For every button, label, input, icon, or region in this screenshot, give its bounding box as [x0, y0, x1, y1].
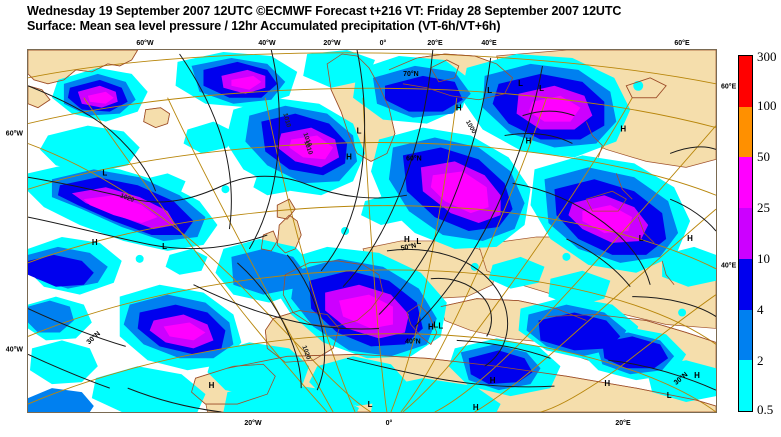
- pressure-centre-h: H: [92, 238, 98, 247]
- pressure-centre-h: H: [526, 136, 532, 145]
- title-block: Wednesday 19 September 2007 12UTC ©ECMWF…: [27, 4, 727, 34]
- forecast-title-line-2: Surface: Mean sea level pressure / 12hr …: [27, 19, 501, 33]
- colorbar-band-10: [739, 258, 752, 310]
- isobar-label: 1010: [301, 132, 313, 148]
- colorbar-band-300: [739, 56, 752, 107]
- axis-top-label: 60°W: [136, 40, 154, 47]
- axis-bottom-label: 20°E: [615, 420, 631, 427]
- pressure-centre-l: L: [102, 168, 107, 177]
- precip-band-25: [83, 75, 633, 341]
- axis-bottom-label: 20°W: [244, 420, 262, 427]
- colorbar-band-50: [739, 157, 752, 209]
- colorbar-tick-label: 50: [757, 149, 770, 164]
- axis-top-label: 60°E: [674, 40, 690, 47]
- colorbar-tick-label: 10: [757, 251, 770, 266]
- pressure-centre-group: H L L H H L L H L H L L H H L L H H L H: [92, 79, 700, 412]
- axis-right-label: 40°E: [721, 262, 737, 270]
- pressure-centre-l: L: [667, 391, 672, 400]
- pressure-centre-l: L: [639, 234, 644, 243]
- axis-top-label: 40°W: [258, 40, 276, 47]
- axis-left-label: 40°W: [5, 346, 23, 354]
- pressure-centre-l: L: [162, 242, 167, 251]
- isobar-label: 1010: [281, 112, 292, 128]
- colorbar-band-25: [739, 208, 752, 259]
- colorbar-tick-label: 4: [757, 302, 764, 317]
- graticule-label-70n: 70°N: [403, 70, 419, 78]
- pressure-centre-l: L: [368, 400, 373, 409]
- pressure-centre-h: H: [604, 379, 610, 388]
- colorbar-band-4: [739, 309, 752, 361]
- forecast-title-line-1: Wednesday 19 September 2007 12UTC ©ECMWF…: [27, 4, 622, 18]
- axis-top-label: 40°E: [481, 40, 497, 47]
- pressure-centre-h: H: [490, 376, 496, 385]
- pressure-centre-h: H: [346, 152, 352, 161]
- coastline-layer: [28, 50, 716, 407]
- precipitation-colorbar[interactable]: 300 100 50 25 10 4 2 0.5: [738, 49, 781, 417]
- isobar-layer: [28, 50, 716, 412]
- axis-left-label: 60°W: [5, 130, 23, 138]
- isobar-label: 1010: [302, 140, 314, 156]
- weather-map-panel[interactable]: 1020 1010 1010 1010 1020 1000 70°N 60°N …: [27, 49, 717, 413]
- pressure-centre-l: L: [487, 86, 492, 95]
- graticule-layer: [28, 52, 716, 412]
- colorbar-tick-label: 25: [757, 200, 770, 215]
- graticule-label-40n: 40°N: [405, 337, 421, 345]
- graticule-label-60n: 60°N: [406, 154, 422, 162]
- pressure-centre-l: L: [357, 127, 362, 136]
- pressure-centre-l: L: [539, 84, 544, 93]
- colorbar-tick-label: 100: [757, 98, 777, 113]
- colorbar-band-100: [739, 106, 752, 158]
- pressure-centre-h: H: [456, 104, 462, 113]
- pressure-centre-h: H: [473, 403, 479, 412]
- colorbar-strip: [738, 55, 753, 412]
- isobar-label: 1020: [119, 192, 135, 204]
- pressure-centre-h: H: [209, 381, 215, 390]
- pressure-centre-h: H: [687, 234, 693, 243]
- isobar-label: 1020: [300, 345, 312, 361]
- pressure-centre-l: L: [518, 79, 523, 88]
- colorbar-tick-label: 300: [757, 49, 777, 64]
- colorbar-tick-label: 0.5: [757, 402, 774, 417]
- colorbar-tick-label: 2: [757, 353, 764, 368]
- colorbar-band-2: [739, 360, 752, 412]
- pressure-centre-l: L: [438, 321, 443, 330]
- axis-right-label: 60°E: [721, 83, 737, 91]
- pressure-centre-h: H: [428, 322, 434, 331]
- axis-bottom-label: 0°: [385, 420, 393, 427]
- axis-top-label: 0°: [379, 40, 387, 47]
- graticule-label-50n: 50°N: [400, 241, 417, 252]
- pressure-centre-l: L: [416, 237, 421, 246]
- axis-top-label: 20°W: [323, 40, 341, 47]
- pressure-centre-l: L: [433, 320, 438, 329]
- axis-top-label: 20°E: [427, 40, 443, 47]
- pressure-centre-h: H: [404, 235, 410, 244]
- weather-map-canvas: 1020 1010 1010 1010 1020 1000 70°N 60°N …: [28, 50, 716, 412]
- pressure-centre-h: H: [694, 371, 700, 380]
- pressure-centre-h: H: [620, 125, 626, 134]
